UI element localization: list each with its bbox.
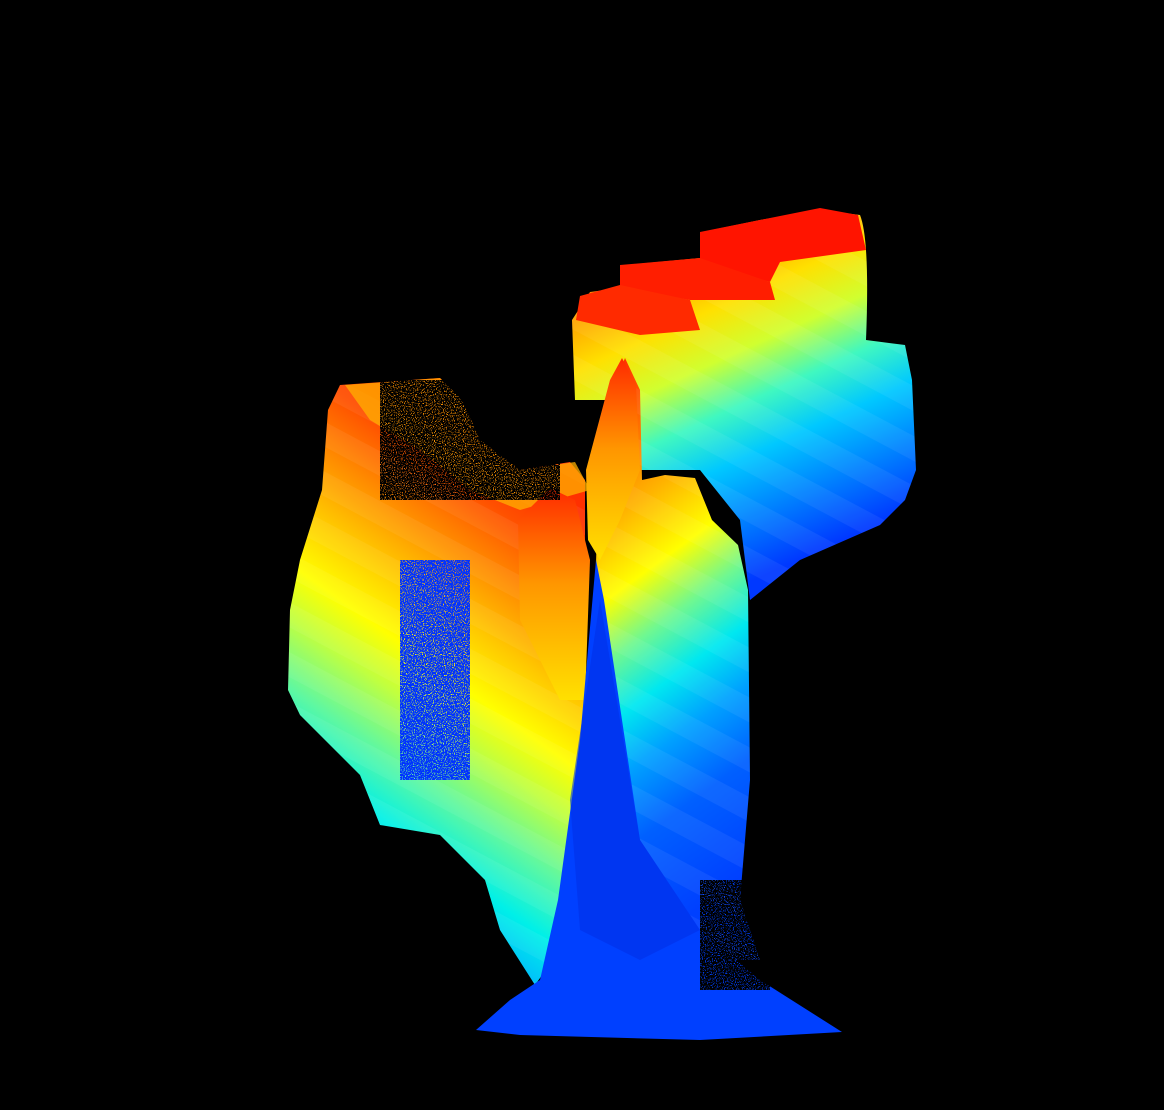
back-right-block xyxy=(572,208,916,600)
center-ridge xyxy=(595,358,760,960)
blue-base xyxy=(476,560,842,1040)
point-noise xyxy=(380,380,770,990)
front-peak xyxy=(518,488,590,700)
tall-spike xyxy=(586,358,640,560)
